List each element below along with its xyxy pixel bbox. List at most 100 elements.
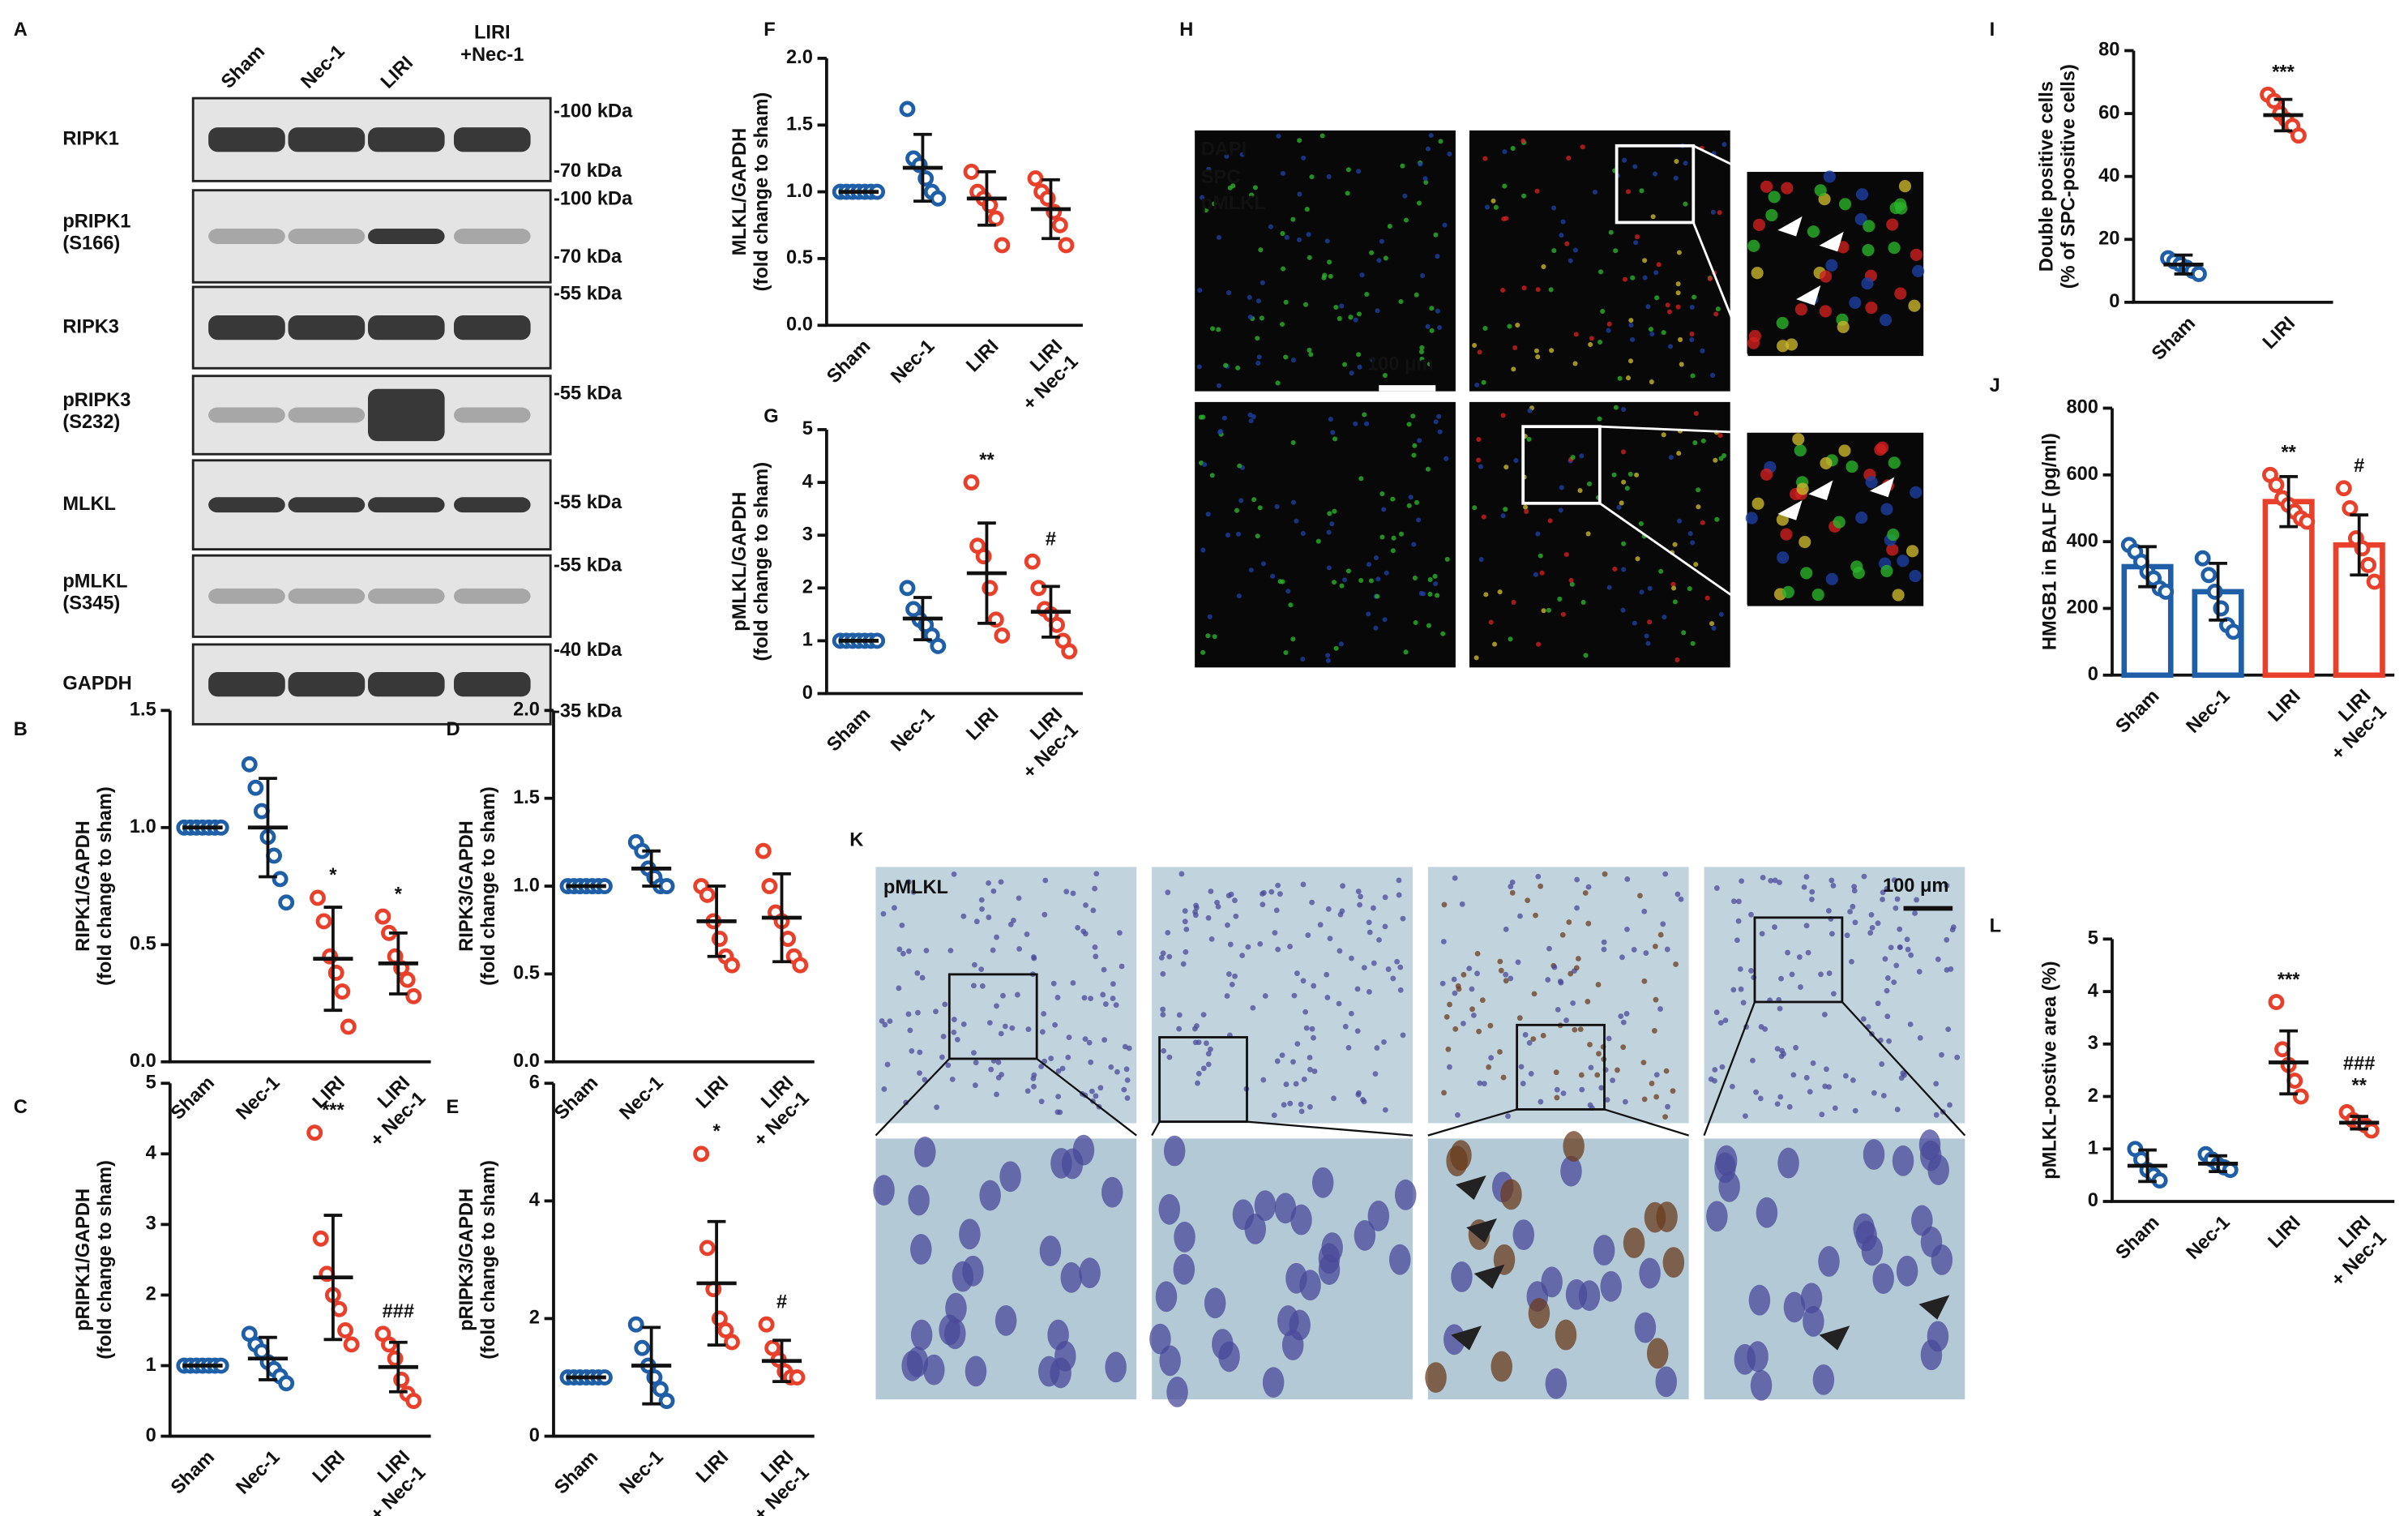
cell: [1436, 413, 1442, 419]
nucleus: [1944, 967, 1950, 973]
lane-label: Nec-1: [297, 41, 349, 93]
nucleus: [1055, 1094, 1062, 1100]
cell: [1398, 298, 1404, 305]
nucleus: [1101, 966, 1107, 973]
nucleus: [1880, 1093, 1887, 1098]
cell: [1588, 341, 1593, 347]
nucleus: [971, 983, 977, 989]
cell: [1473, 655, 1479, 661]
data-point: [2201, 567, 2218, 584]
cell: [1713, 311, 1719, 317]
nucleus: [1277, 1305, 1299, 1337]
y-tick-label: 1.0: [513, 875, 540, 896]
x-tick-label: LIRI+ Nec-1: [734, 1073, 814, 1152]
cell: [1422, 176, 1428, 182]
nucleus: [1777, 1094, 1784, 1100]
cell: [1796, 482, 1809, 495]
cell: [1411, 542, 1417, 547]
cell: [1375, 593, 1380, 599]
nucleus: [1588, 1064, 1594, 1071]
nucleus: [1031, 1083, 1037, 1090]
nucleus: [1708, 1076, 1714, 1082]
cell: [1325, 653, 1331, 658]
blot-band: [367, 497, 445, 513]
nucleus: [1945, 1026, 1952, 1033]
cell: [1521, 193, 1527, 199]
y-tick-label: 1: [2088, 1138, 2098, 1159]
error-bar: [388, 1340, 408, 1394]
nucleus: [1474, 970, 1480, 977]
nucleus: [1183, 926, 1190, 932]
nucleus: [1717, 1020, 1724, 1026]
nucleus: [1579, 1086, 1585, 1093]
data-point: [312, 1230, 329, 1247]
cell: [1403, 649, 1409, 655]
nucleus: [914, 970, 921, 976]
y-tick-label: 1: [802, 630, 813, 651]
cell: [1533, 572, 1538, 577]
nucleus: [1227, 941, 1234, 948]
nucleus: [1192, 1039, 1199, 1046]
nucleus: [1768, 877, 1774, 884]
significance: ***: [2278, 970, 2300, 991]
nucleus: [1871, 1090, 1877, 1096]
cell: [1379, 491, 1385, 497]
cell: [1375, 576, 1381, 582]
nucleus: [1551, 964, 1558, 970]
fluor-legend: DAPI: [1201, 139, 1247, 161]
cell: [1255, 533, 1260, 539]
nucleus: [1553, 1069, 1559, 1076]
nucleus: [1182, 908, 1188, 914]
nucleus: [1272, 930, 1278, 936]
nucleus: [1466, 966, 1473, 972]
nucleus: [1533, 912, 1538, 919]
y-tick-label: 4: [146, 1143, 157, 1164]
nucleus: [1225, 922, 1230, 928]
cell: [1876, 441, 1889, 454]
nucleus: [1354, 1219, 1376, 1251]
cell: [1255, 298, 1262, 304]
cell: [1364, 291, 1370, 298]
cell: [1579, 453, 1585, 459]
nucleus: [1673, 961, 1679, 967]
nucleus: [1516, 1015, 1523, 1021]
nucleus: [1634, 1312, 1657, 1343]
cell: [1855, 512, 1868, 525]
arrowhead: [1473, 1264, 1505, 1289]
nucleus: [1734, 937, 1740, 944]
cell: [1649, 331, 1655, 337]
cell: [1474, 382, 1480, 388]
nucleus: [1355, 1091, 1362, 1098]
cell: [1895, 202, 1908, 215]
panel-letter: L: [1990, 915, 2001, 936]
cell: [1644, 633, 1649, 639]
error-bar: [259, 1335, 277, 1381]
significance: ***: [322, 1100, 344, 1121]
cell: [1391, 535, 1396, 541]
nucleus: [896, 985, 902, 991]
nucleus: [1601, 946, 1607, 953]
nucleus: [1935, 956, 1941, 962]
cell: [1622, 276, 1627, 282]
blot-band: [208, 407, 285, 423]
nucleus: [1195, 1080, 1200, 1086]
blot-band: [208, 588, 285, 604]
cell: [1375, 308, 1380, 314]
nucleus: [1093, 1093, 1099, 1099]
nucleus: [910, 1319, 933, 1351]
nucleus: [1208, 1046, 1213, 1052]
nucleus: [1641, 1096, 1648, 1103]
data-point: [1058, 237, 1075, 254]
y-tick-label: 0.5: [786, 247, 813, 268]
cell: [1442, 222, 1448, 228]
nucleus: [1954, 1054, 1961, 1060]
cell: [1760, 180, 1773, 193]
nucleus: [1439, 980, 1446, 987]
nucleus: [910, 1234, 932, 1265]
cell: [1908, 299, 1921, 312]
x-tick-label: LIRI: [309, 1447, 349, 1488]
nucleus: [1832, 1105, 1838, 1111]
cell: [1438, 139, 1444, 144]
data-point: [758, 1316, 775, 1333]
nucleus: [1526, 1040, 1533, 1046]
